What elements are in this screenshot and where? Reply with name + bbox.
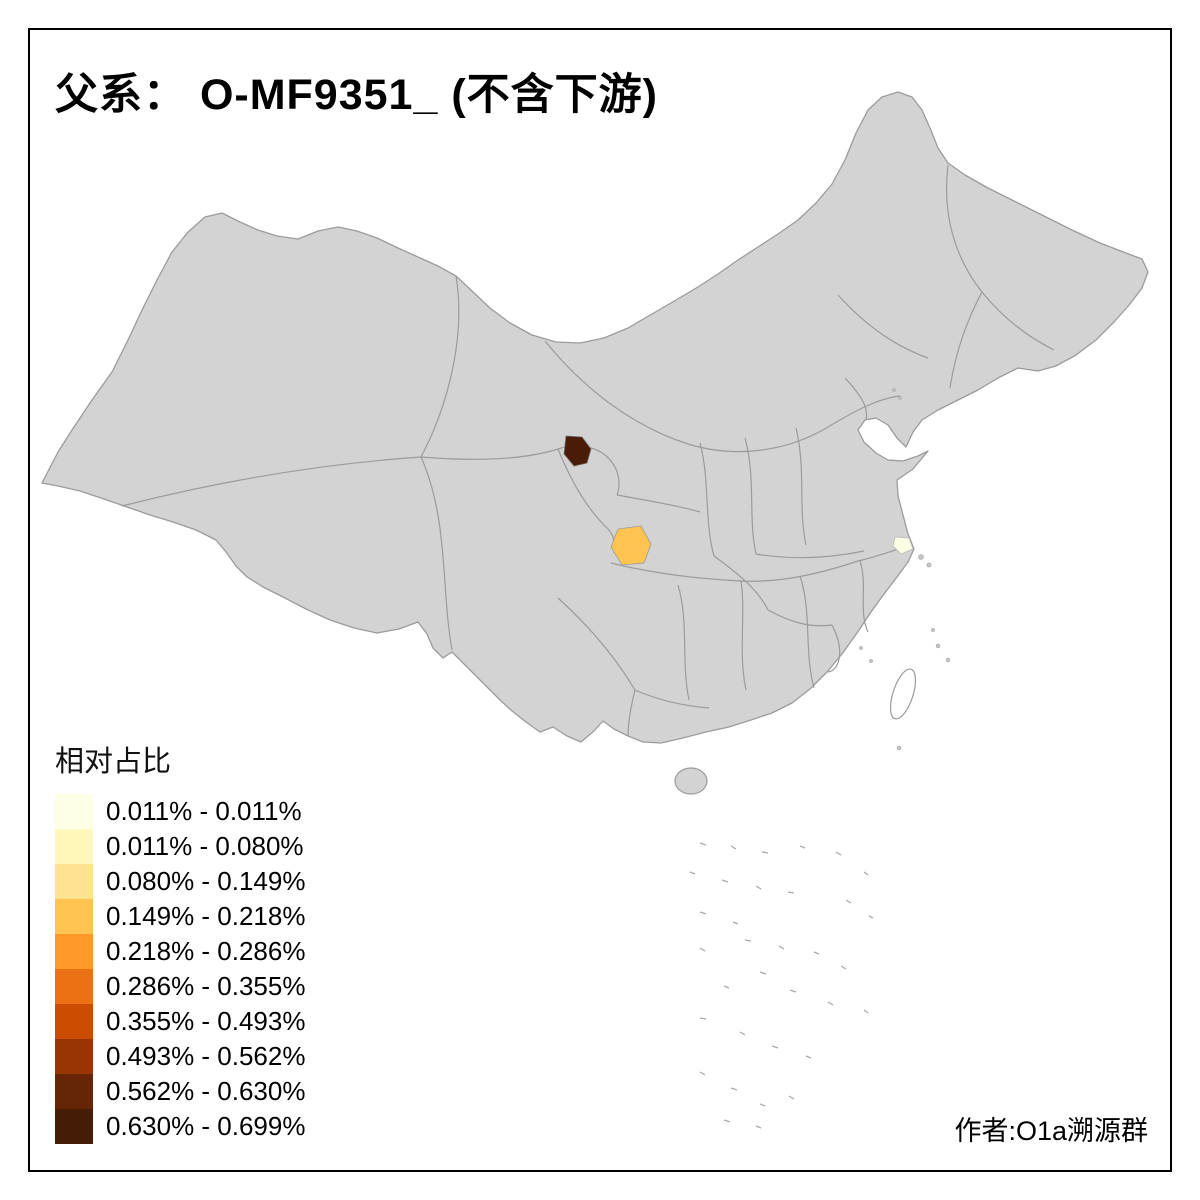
legend-label: 0.286% - 0.355% [106,971,306,1001]
legend-item: 0.149% - 0.218% [55,899,305,934]
legend-label: 0.011% - 0.080% [106,831,304,861]
legend: 相对占比 0.011% - 0.011% 0.011% - 0.080% 0.0… [55,738,305,1144]
legend-item: 0.355% - 0.493% [55,1004,305,1039]
legend-swatch [55,1074,93,1109]
legend-label: 0.218% - 0.286% [106,936,306,966]
legend-label: 0.080% - 0.149% [106,866,306,896]
legend-item: 0.630% - 0.699% [55,1109,305,1144]
legend-swatch [55,969,93,1004]
legend-swatch [55,864,93,899]
legend-item: 0.080% - 0.149% [55,864,305,899]
legend-item: 0.218% - 0.286% [55,934,305,969]
legend-swatch [55,829,93,864]
legend-swatch [55,1004,93,1039]
legend-item: 0.562% - 0.630% [55,1074,305,1109]
highlight-region-orange [610,525,652,566]
legend-swatch [55,1039,93,1074]
legend-item: 0.286% - 0.355% [55,969,305,1004]
province-borders [121,164,1055,737]
attribution: 作者:O1a溯源群 [954,1116,1148,1146]
legend-item: 0.011% - 0.011% [55,794,305,829]
legend-label: 0.562% - 0.630% [106,1076,306,1106]
legend-swatch [55,934,93,969]
legend-label: 0.630% - 0.699% [106,1111,306,1141]
legend-label: 0.493% - 0.562% [106,1041,306,1071]
highlight-region-pale [892,536,914,555]
hainan-island [674,767,708,795]
plot-title: 父系： O-MF9351_ (不含下游) [55,71,658,119]
mainland-path [41,91,1149,744]
legend-swatch [55,899,93,934]
legend-title: 相对占比 [55,746,172,778]
legend-item: 0.011% - 0.080% [55,829,305,864]
south-china-sea-islands [689,842,874,1129]
coastal-islets [859,388,951,751]
legend-label: 0.149% - 0.218% [106,901,306,931]
legend-item: 0.493% - 0.562% [55,1039,305,1074]
legend-label: 0.011% - 0.011% [106,796,302,826]
highlight-region-dark [563,435,592,467]
taiwan-island [889,668,917,720]
legend-swatch [55,794,93,829]
legend-label: 0.355% - 0.493% [106,1006,306,1036]
legend-swatch [55,1109,93,1144]
